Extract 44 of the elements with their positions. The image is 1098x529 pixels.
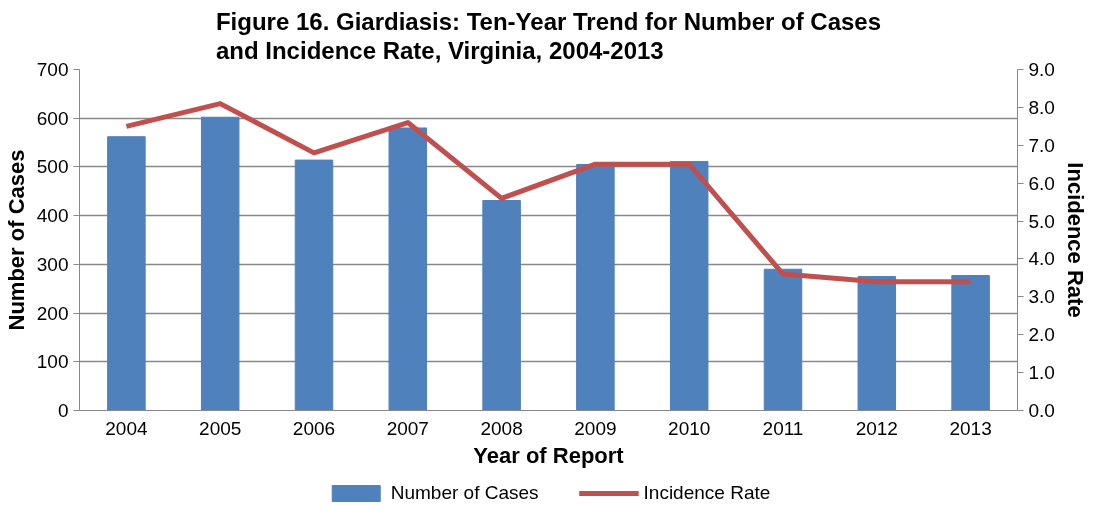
y2-tick-label: 7.0: [1028, 134, 1055, 156]
bar: [951, 275, 990, 411]
y2-tick-label: 0.0: [1028, 400, 1055, 421]
x-tick-label: 2011: [762, 417, 804, 439]
bar: [763, 268, 803, 411]
y2-tick-label: 4.0: [1028, 248, 1055, 270]
y-axis-title: Number of Cases: [3, 149, 29, 331]
x-tick-label: 2005: [199, 417, 242, 439]
y2-tick-label: 1.0: [1028, 362, 1055, 384]
y-tick-label: 400: [36, 205, 69, 227]
chart-title: Figure 16. Giardiasis: Ten-Year Trend for Number of Cases and Incidence Rate, Virginia, 2004-2013: [215, 7, 882, 65]
x-tick-label: 2006: [292, 417, 336, 439]
legend-label: Number of Cases: [390, 481, 539, 504]
y-tick-label: 500: [36, 156, 69, 178]
y-tick-label: 300: [36, 253, 69, 275]
bar: [294, 159, 334, 411]
y2-tick-label: 2.0: [1028, 324, 1055, 346]
bar: [388, 127, 428, 411]
x-tick-label: 2007: [386, 417, 429, 439]
x-tick-label: 2012: [855, 417, 898, 439]
x-tick-label: 2010: [668, 417, 711, 439]
y2-tick-label: 5.0: [1028, 210, 1055, 232]
y-tick-label: 700: [36, 59, 69, 80]
bar: [482, 200, 521, 411]
x-tick-label: 2004: [105, 417, 148, 439]
bar: [669, 161, 709, 411]
y2-tick-label: 8.0: [1028, 96, 1055, 118]
bar: [200, 116, 240, 411]
y2-tick-label: 6.0: [1028, 172, 1055, 194]
x-tick-label: 2009: [574, 417, 617, 439]
bar: [576, 163, 615, 411]
y-tick-label: 600: [36, 107, 69, 129]
y-tick-label: 0: [57, 400, 69, 421]
x-axis-title: Year of Report: [473, 442, 625, 468]
y2-tick-label: 3.0: [1028, 286, 1055, 308]
y2-axis-title: Incidence Rate: [1062, 162, 1088, 318]
bar: [857, 276, 897, 411]
bar: [107, 136, 146, 411]
y-tick-label: 100: [36, 351, 69, 373]
x-tick-label: 2008: [480, 417, 523, 439]
y2-tick-label: 9.0: [1028, 59, 1055, 80]
legend-label: Incidence Rate: [643, 481, 771, 504]
x-tick-label: 2013: [949, 417, 992, 439]
y-tick-label: 200: [36, 302, 69, 324]
